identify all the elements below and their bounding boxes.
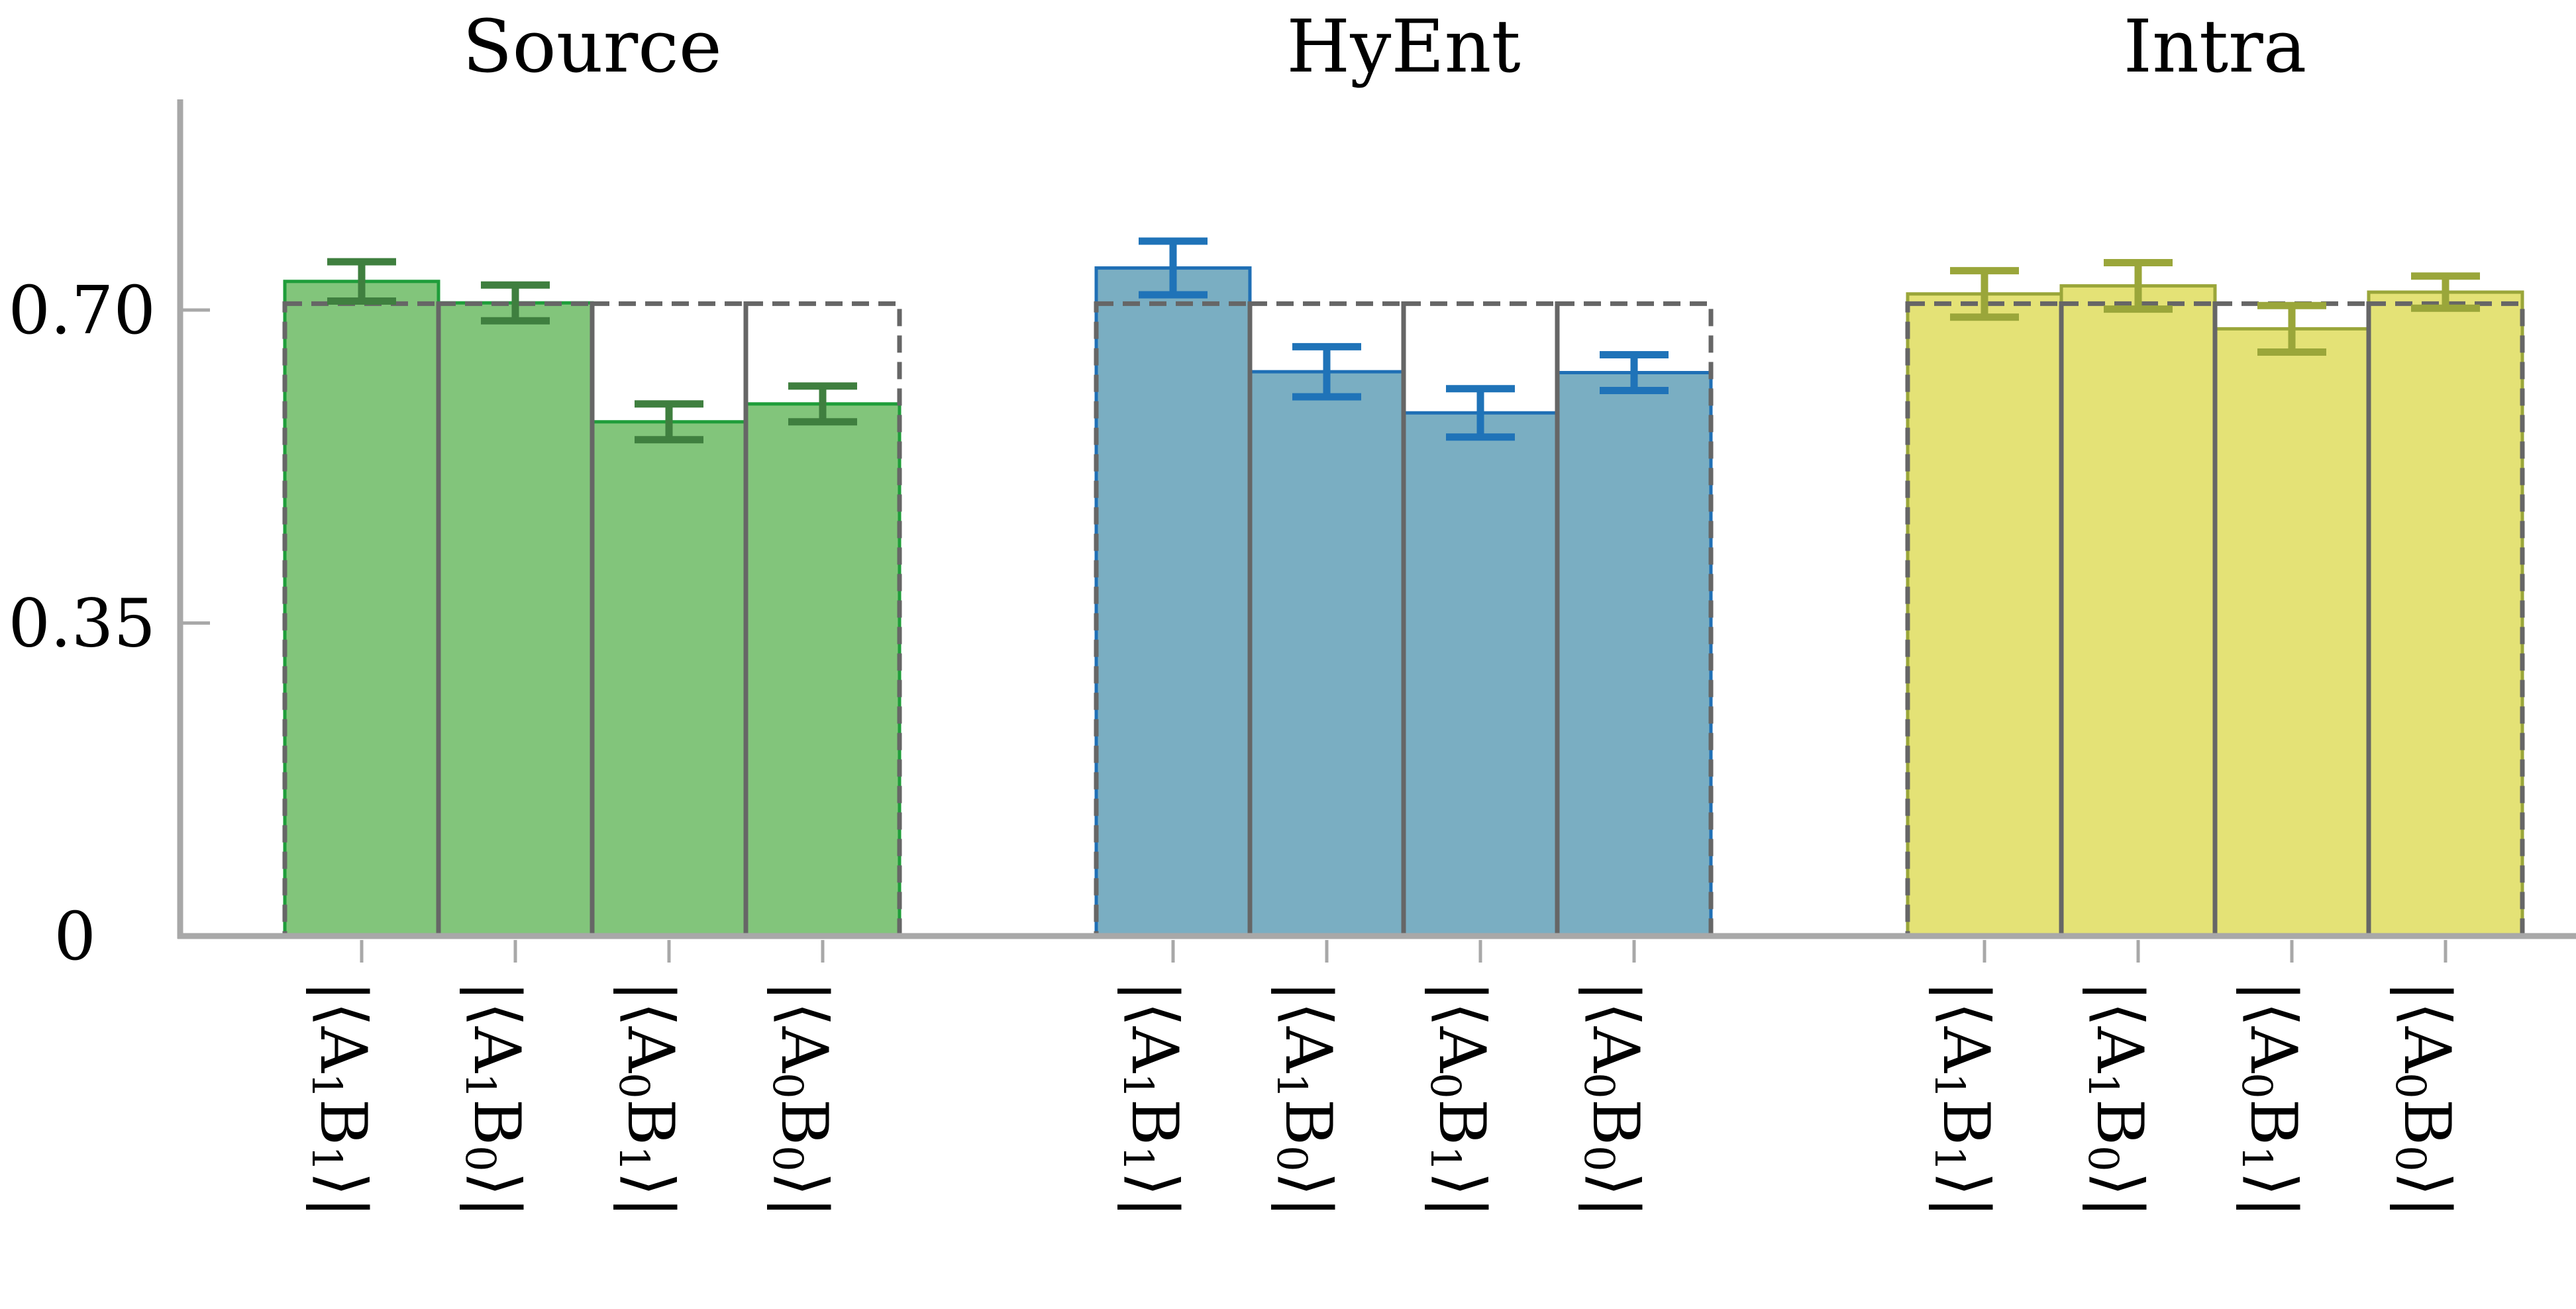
bar-hyent-0	[1094, 266, 1252, 938]
x-tick-label-hyent-3: |⟨A0B0⟩|	[1575, 980, 1653, 1218]
group-title-hyent: HyEnt	[1286, 4, 1520, 89]
y-tick-label-0: 0	[54, 898, 96, 975]
error-bars	[327, 237, 2480, 444]
x-tick-label-intra-0: |⟨A1B1⟩|	[1926, 980, 2003, 1218]
x-tick-label-intra-2: |⟨A0B1⟩|	[2233, 980, 2310, 1218]
error-bar-source-3	[788, 382, 857, 426]
labels: Source |⟨A1B1⟩| |⟨A1B0⟩| |⟨A0B1⟩| |⟨A0B0⟩| Hy…	[8, 4, 2464, 1218]
y-tick-label-2: 0.70	[8, 272, 156, 349]
group-title-intra: Intra	[2124, 4, 2307, 89]
x-tick-label-intra-1: |⟨A1B0⟩|	[2079, 980, 2157, 1218]
x-tick-label-source-2: |⟨A0B1⟩|	[610, 980, 688, 1218]
bar-hyent-2	[1402, 411, 1559, 938]
x-tick-label-hyent-0: |⟨A1B1⟩|	[1114, 980, 1192, 1218]
bar-intra-2	[2213, 327, 2371, 938]
x-tick-label-intra-3: |⟨A0B0⟩|	[2387, 980, 2464, 1218]
x-tick-label-hyent-2: |⟨A0B1⟩|	[1421, 980, 1499, 1218]
bar-intra-1	[2059, 284, 2217, 938]
error-bar-intra-1	[2104, 258, 2173, 313]
bar-intra-3	[2367, 290, 2524, 938]
x-tick-label-hyent-1: |⟨A1B0⟩|	[1268, 980, 1345, 1218]
bar-source-1	[437, 301, 594, 938]
x-tick-label-source-1: |⟨A1B0⟩|	[456, 980, 534, 1218]
x-tick-label-source-0: |⟨A1B1⟩|	[303, 980, 380, 1218]
bars-layer	[283, 266, 2524, 938]
error-bar-hyent-1	[1292, 342, 1361, 401]
error-bar-intra-2	[2257, 301, 2326, 356]
x-tick-label-source-3: |⟨A0B0⟩|	[764, 980, 841, 1218]
error-bar-source-2	[635, 400, 703, 444]
bar-hyent-1	[1248, 370, 1406, 938]
error-bar-hyent-3	[1600, 351, 1669, 394]
bar-intra-0	[1906, 292, 2063, 938]
bar-source-0	[283, 280, 440, 938]
group-title-source: Source	[462, 4, 722, 89]
error-bar-hyent-0	[1139, 237, 1208, 299]
error-bar-hyent-2	[1446, 385, 1515, 441]
error-bar-source-1	[481, 281, 550, 325]
bar-source-3	[744, 402, 902, 938]
error-bar-source-0	[327, 258, 396, 305]
y-tick-label-1: 0.35	[8, 585, 156, 662]
bar-hyent-3	[1555, 371, 1713, 938]
axes	[177, 99, 2576, 963]
bar-source-2	[590, 420, 748, 938]
error-bar-intra-3	[2411, 272, 2480, 312]
error-bar-intra-0	[1950, 267, 2019, 321]
